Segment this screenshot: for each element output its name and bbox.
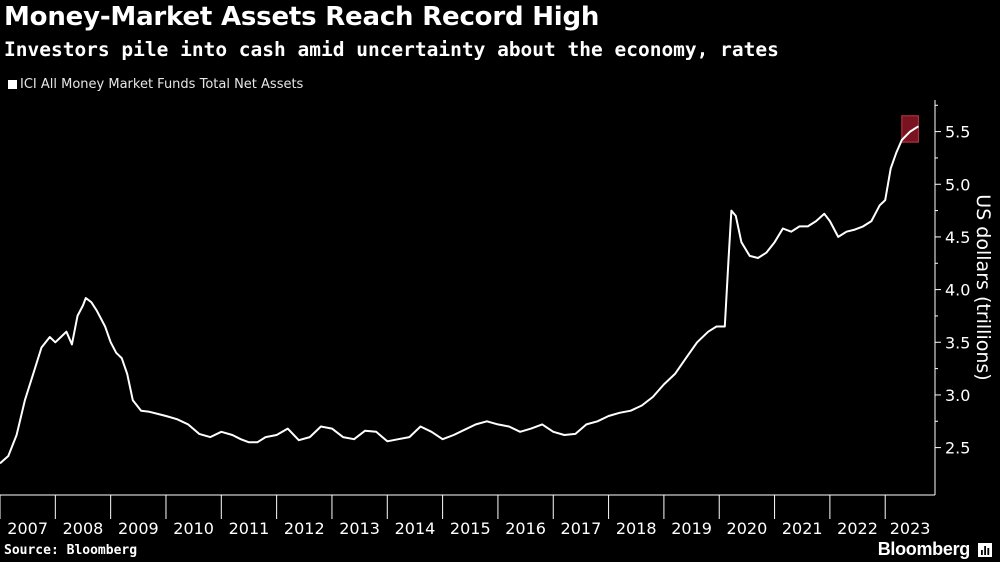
chart-subtitle: Investors pile into cash amid uncertaint… [4, 38, 779, 61]
source-note: Source: Bloomberg [4, 543, 138, 558]
x-tick-label: 2007 [7, 519, 48, 538]
y-tick-label: 4.0 [945, 281, 970, 300]
legend: ICI All Money Market Funds Total Net Ass… [8, 77, 303, 92]
y-tick-label: 5.0 [945, 175, 970, 194]
y-tick-label: 5.5 [945, 123, 970, 142]
y-tick-label: 4.5 [945, 228, 970, 247]
bloomberg-logo: Bloomberg [877, 539, 971, 559]
x-tick-label: 2022 [837, 519, 878, 538]
x-tick-label: 2015 [450, 519, 491, 538]
x-tick-label: 2016 [505, 519, 546, 538]
x-tick-label: 2011 [229, 519, 270, 538]
bar-chart-icon [978, 543, 992, 557]
x-tick-label: 2018 [616, 519, 657, 538]
y-axis-title: US dollars (trillions) [972, 194, 994, 380]
x-tick-label: 2017 [561, 519, 602, 538]
y-tick-label: 3.0 [945, 386, 970, 405]
legend-swatch [8, 80, 17, 89]
x-tick-label: 2019 [671, 519, 712, 538]
y-tick-label: 3.5 [945, 333, 970, 352]
x-tick-label: 2020 [727, 519, 768, 538]
x-tick-label: 2013 [339, 519, 380, 538]
y-tick-label: 2.5 [945, 439, 970, 458]
x-tick-label: 2012 [284, 519, 325, 538]
x-tick-label: 2009 [118, 519, 159, 538]
chart-title: Money-Market Assets Reach Record High [4, 2, 600, 32]
x-tick-label: 2021 [782, 519, 823, 538]
x-tick-label: 2008 [63, 519, 104, 538]
x-tick-label: 2023 [890, 519, 931, 538]
legend-label: ICI All Money Market Funds Total Net Ass… [20, 77, 304, 92]
x-tick-label: 2010 [173, 519, 214, 538]
series-line-money-market-assets [0, 125, 919, 465]
x-tick-label: 2014 [395, 519, 436, 538]
